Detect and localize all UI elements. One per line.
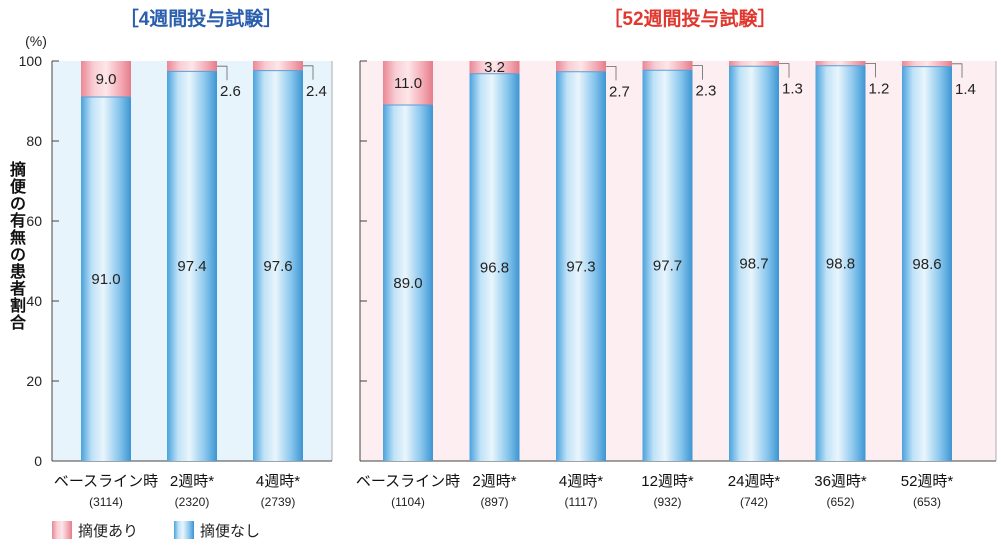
bar-b-yes-1 [469,61,520,74]
x-category-label: 52週時* [901,473,954,490]
data-label-no: 98.6 [912,256,941,273]
bar-a-no-1 [167,71,217,462]
x-sample-size-label: (652) [826,495,854,509]
y-tick-label: 60 [26,213,42,229]
y-tick-label: 20 [26,373,42,389]
y-axis-title-char: の [10,247,26,264]
bar-a-no-0 [81,97,131,461]
y-axis-title-char: 患 [10,262,26,281]
legend: 摘便あり 摘便なし [52,521,260,540]
y-tick-label: 0 [34,453,42,469]
y-axis-title-char: 合 [10,313,27,332]
y-axis-title-char: の [10,196,26,213]
y-axis-title-char: 割 [10,296,26,315]
data-label-yes: 1.3 [782,81,803,98]
x-category-label: ベースライン時 [356,473,460,490]
bar-a-yes-0 [81,61,131,97]
data-label-no: 91.0 [91,271,120,288]
x-sample-size-label: (653) [913,495,941,509]
leader-line [779,63,790,78]
bar-b-yes-0 [383,61,433,105]
data-label-no: 96.8 [480,259,509,276]
data-label-yes: 2.6 [220,83,241,100]
data-label-no: 89.0 [393,275,422,292]
x-category-label: 4週時* [559,473,603,490]
data-label-no: 97.3 [566,258,595,275]
x-category-label: 36週時* [814,473,867,490]
x-sample-size-label: (1104) [391,495,425,509]
data-label-yes: 11.0 [394,75,422,92]
leader-line [692,65,703,80]
bar-b-no-3 [642,70,693,461]
y-axis-title: 摘便の有無の患者割合 [9,160,27,332]
bar-b-no-4 [729,66,779,461]
data-label-yes: 2.4 [306,83,327,100]
y-axis-title-char: 有 [10,211,26,230]
data-label-no: 97.7 [653,258,682,275]
bar-b-yes-6 [902,61,952,67]
x-category-label: 12週時* [641,473,694,490]
bar-a-no-2 [253,70,303,461]
leader-line [952,63,963,78]
leader-line [865,63,876,78]
chart-title-4week: ［4週間投与試験］ [120,7,283,30]
panel-4week: 0 20 40 60 80 100 91.0 9.0 ベースライン時 (3114) 97.4 2.6 2… [19,53,333,509]
x-category-label: 4週時* [256,473,300,490]
x-sample-size-label: (3114) [89,495,123,509]
bar-b-no-5 [815,65,866,462]
panel-52week: 89.0 11.0 ベースライン時 (1104) 96.8 3.2 2週時* (897) 97.… [356,59,997,509]
bar-a-yes-2 [253,61,303,71]
x-sample-size-label: (742) [740,495,768,509]
legend-item-no-swatch [174,521,194,539]
x-category-label: 2週時* [170,473,214,490]
x-sample-size-label: (1117) [565,495,598,509]
data-label-no: 97.4 [177,258,206,275]
x-sample-size-label: (932) [653,495,681,509]
data-label-no: 97.6 [263,258,292,275]
legend-item-yes-swatch [52,521,72,539]
bar-b-yes-5 [815,61,866,66]
bar-b-no-6 [902,66,952,461]
data-label-yes: 3.2 [484,59,505,76]
bar-b-yes-4 [729,61,779,67]
data-label-yes: 1.4 [955,81,976,98]
x-sample-size-label: (2739) [261,495,296,509]
data-label-yes: 2.7 [609,83,630,100]
data-label-no: 98.7 [739,256,768,273]
leader-line [606,66,617,81]
x-category-label: 2週時* [472,473,516,490]
bar-b-yes-2 [556,61,606,72]
x-category-label: 24週時* [728,473,781,490]
y-axis-title-char: 便 [10,177,27,196]
leader-line [303,65,314,80]
y-axis-title-text: 摘便の有無の患者割合 [9,160,27,332]
y-tick-label: 100 [19,53,43,69]
y-unit-label: (%) [25,33,47,49]
y-tick-label: 80 [26,133,42,149]
bar-b-no-0 [383,105,433,461]
y-axis-title-char: 無 [10,228,26,247]
bar-a-yes-1 [167,61,217,72]
data-label-yes: 2.3 [696,83,717,100]
data-label-yes: 9.0 [96,71,117,88]
leader-line [217,65,228,81]
data-label-no: 98.8 [826,255,855,272]
data-label-yes: 1.2 [869,80,890,97]
y-axis-title-char: 摘 [10,160,26,179]
x-sample-size-label: (2320) [175,495,210,509]
y-axis-title-char: 者 [9,279,26,298]
bar-b-no-2 [556,71,606,462]
x-category-label: ベースライン時 [54,473,158,490]
legend-item-no-label: 摘便なし [200,522,260,540]
x-sample-size-label: (897) [480,495,508,509]
bar-b-no-1 [469,73,520,462]
bar-b-yes-3 [642,61,693,71]
legend-item-yes-label: 摘便あり [78,522,138,540]
y-tick-label: 40 [26,293,42,309]
chart-title-52week: ［52週間投与試験］ [603,7,776,30]
